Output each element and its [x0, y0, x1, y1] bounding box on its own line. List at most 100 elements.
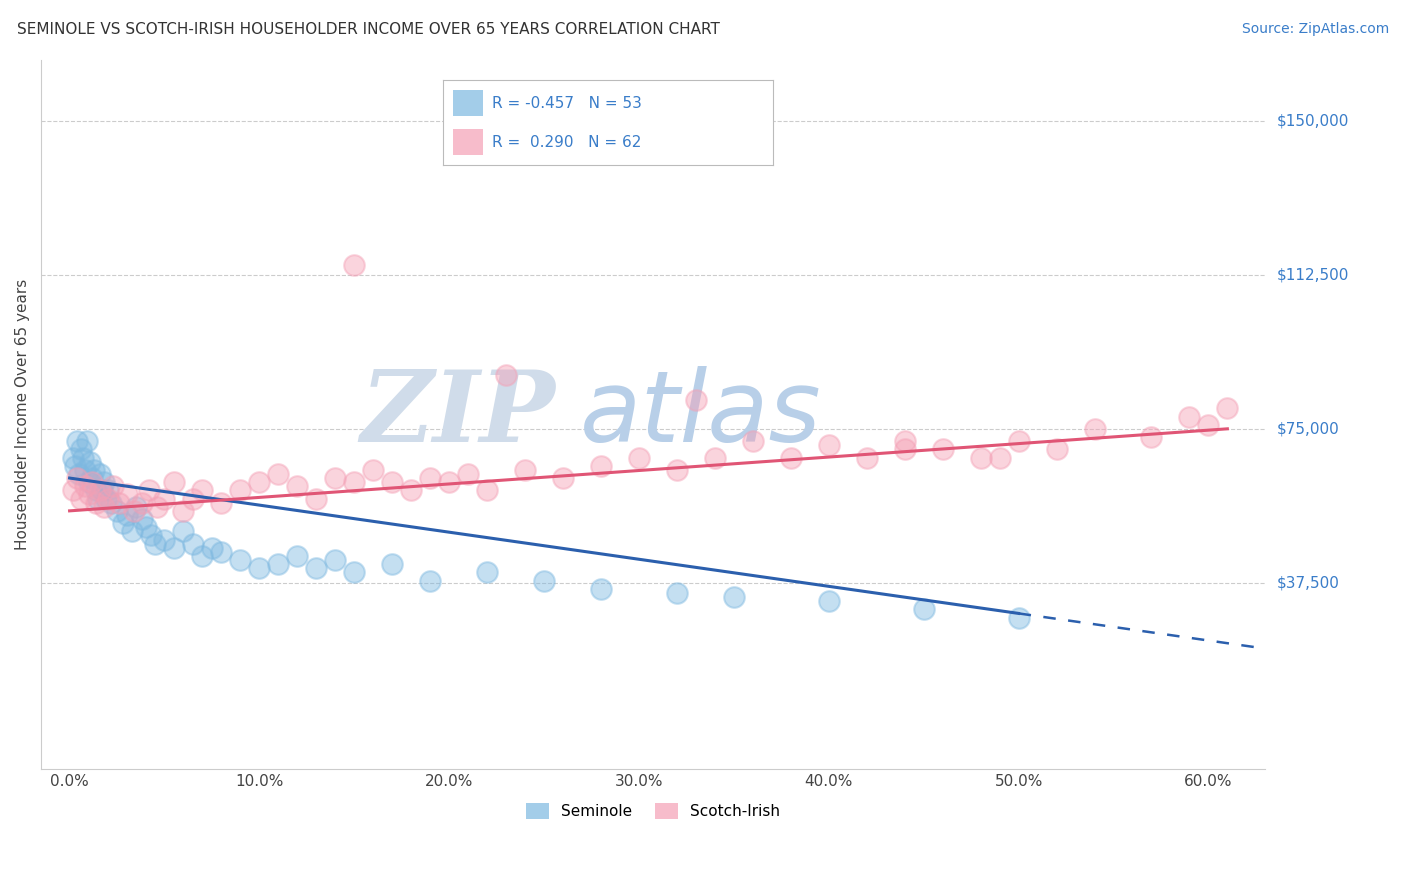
- Point: [457, 467, 479, 481]
- Point: [741, 434, 763, 449]
- Point: [817, 594, 839, 608]
- Point: [723, 590, 745, 604]
- Point: [627, 450, 650, 465]
- Point: [100, 496, 122, 510]
- Point: [285, 549, 308, 563]
- Point: [381, 475, 404, 490]
- Point: [62, 450, 84, 465]
- Text: Source: ZipAtlas.com: Source: ZipAtlas.com: [1241, 22, 1389, 37]
- Point: [779, 450, 801, 465]
- Point: [115, 508, 138, 522]
- Point: [285, 479, 308, 493]
- Bar: [453, 90, 482, 116]
- Point: [84, 496, 107, 510]
- Point: [969, 450, 991, 465]
- Point: [419, 471, 441, 485]
- Point: [191, 549, 214, 563]
- Point: [475, 566, 498, 580]
- Point: [247, 475, 270, 490]
- Point: [67, 467, 90, 481]
- Point: [1178, 409, 1201, 424]
- Point: [1007, 434, 1029, 449]
- Point: [1083, 422, 1105, 436]
- Point: [361, 463, 384, 477]
- Point: [96, 483, 118, 498]
- Point: [855, 450, 877, 465]
- Point: [153, 533, 176, 547]
- Point: [163, 475, 186, 490]
- Point: [305, 561, 328, 575]
- Point: [172, 524, 194, 539]
- Point: [153, 491, 176, 506]
- Point: [65, 458, 87, 473]
- Bar: [453, 129, 482, 155]
- Point: [893, 434, 915, 449]
- Point: [96, 491, 118, 506]
- Point: [229, 483, 252, 498]
- Point: [931, 442, 953, 457]
- Point: [77, 475, 100, 490]
- Point: [589, 582, 612, 596]
- Point: [76, 434, 98, 449]
- Point: [665, 586, 688, 600]
- Point: [665, 463, 688, 477]
- Point: [108, 496, 131, 510]
- Point: [82, 475, 104, 490]
- Point: [66, 434, 89, 449]
- Point: [551, 471, 574, 485]
- Point: [381, 557, 404, 571]
- Point: [73, 463, 96, 477]
- Text: SEMINOLE VS SCOTCH-IRISH HOUSEHOLDER INCOME OVER 65 YEARS CORRELATION CHART: SEMINOLE VS SCOTCH-IRISH HOUSEHOLDER INC…: [17, 22, 720, 37]
- Point: [437, 475, 460, 490]
- Point: [912, 602, 935, 616]
- Point: [89, 467, 111, 481]
- Point: [267, 557, 290, 571]
- Point: [84, 483, 107, 498]
- Point: [1197, 417, 1219, 432]
- Point: [121, 524, 143, 539]
- Point: [115, 487, 138, 501]
- Point: [513, 463, 536, 477]
- Text: $37,500: $37,500: [1277, 575, 1340, 591]
- Point: [93, 500, 115, 514]
- Point: [191, 483, 214, 498]
- Point: [66, 471, 89, 485]
- Point: [267, 467, 290, 481]
- Point: [475, 483, 498, 498]
- Point: [1140, 430, 1163, 444]
- Point: [122, 504, 145, 518]
- Point: [988, 450, 1011, 465]
- Point: [105, 504, 128, 518]
- Point: [172, 504, 194, 518]
- Point: [229, 553, 252, 567]
- Point: [73, 479, 96, 493]
- Point: [247, 561, 270, 575]
- Text: ZIP: ZIP: [360, 367, 555, 463]
- Point: [495, 368, 517, 383]
- Point: [87, 491, 110, 506]
- Point: [1007, 610, 1029, 624]
- Point: [77, 487, 100, 501]
- Point: [146, 500, 169, 514]
- Point: [181, 537, 204, 551]
- Point: [209, 496, 232, 510]
- Text: $150,000: $150,000: [1277, 113, 1348, 128]
- Point: [1216, 401, 1239, 416]
- Point: [89, 483, 111, 498]
- Point: [70, 491, 93, 506]
- Point: [94, 491, 117, 506]
- Point: [589, 458, 612, 473]
- Point: [419, 574, 441, 588]
- Point: [181, 491, 204, 506]
- Point: [305, 491, 328, 506]
- Point: [1045, 442, 1067, 457]
- Point: [703, 450, 725, 465]
- Point: [138, 483, 160, 498]
- Point: [83, 463, 105, 477]
- Point: [82, 471, 104, 485]
- Y-axis label: Householder Income Over 65 years: Householder Income Over 65 years: [15, 279, 30, 550]
- Point: [323, 553, 346, 567]
- Point: [93, 475, 115, 490]
- Point: [72, 450, 94, 465]
- Legend: Seminole, Scotch-Irish: Seminole, Scotch-Irish: [520, 797, 786, 825]
